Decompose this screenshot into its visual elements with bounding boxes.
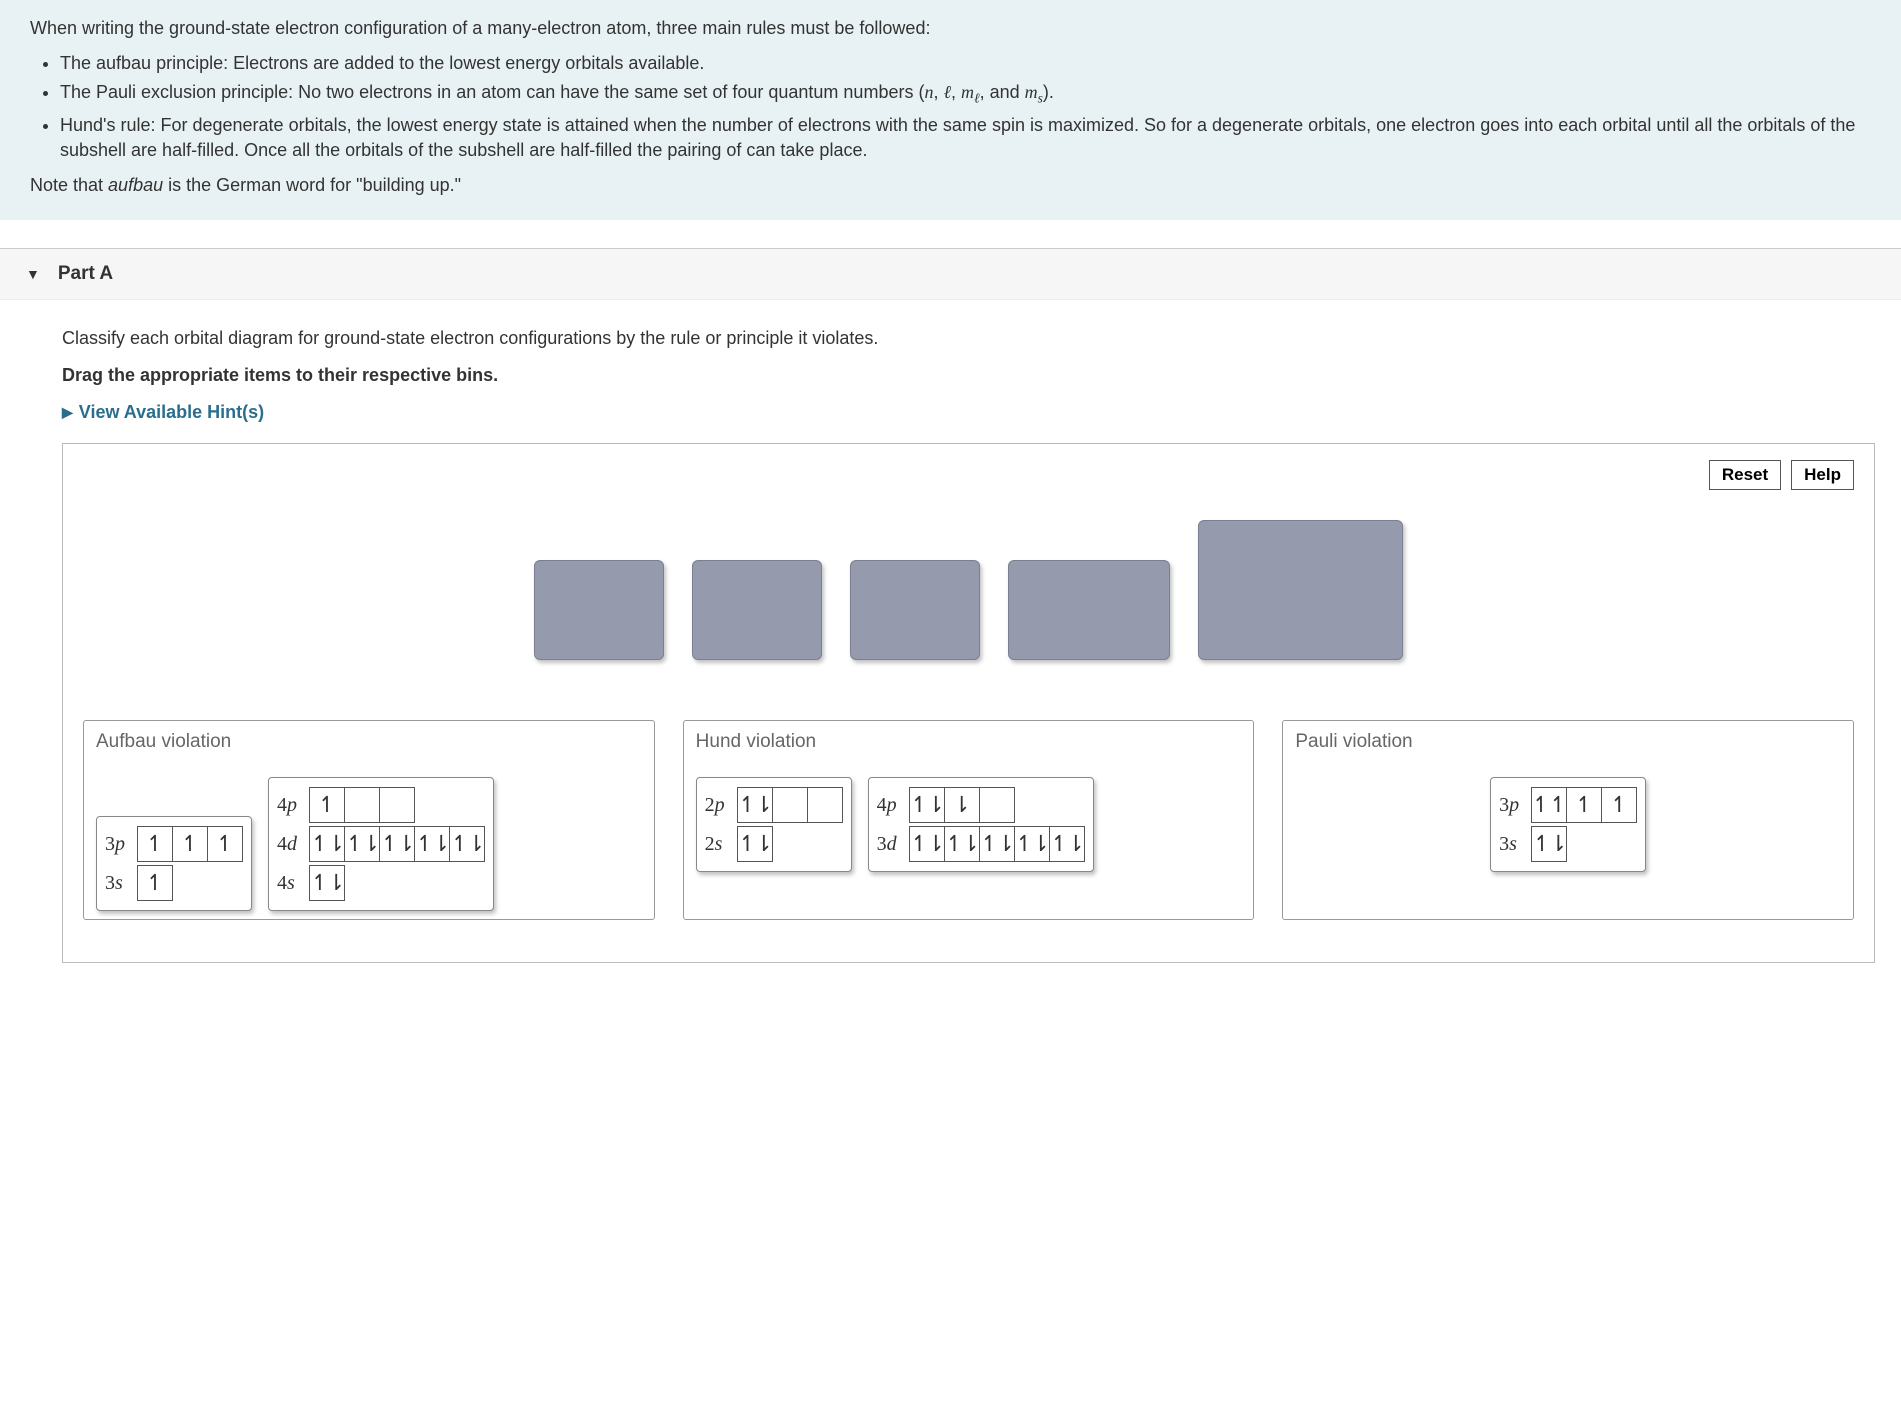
part-body: Classify each orbital diagram for ground… — [0, 300, 1901, 963]
orbital-diagram[interactable]: 3p3s — [96, 816, 252, 911]
rules-list: The aufbau principle: Electrons are adde… — [60, 51, 1871, 163]
reset-button[interactable]: Reset — [1709, 460, 1781, 490]
bin-title: Aufbau violation — [96, 731, 642, 753]
rule-pauli: The Pauli exclusion principle: No two el… — [60, 80, 1871, 108]
bin-title: Pauli violation — [1295, 731, 1841, 753]
bin-title: Hund violation — [696, 731, 1242, 753]
chevron-right-icon: ▶ — [62, 404, 73, 421]
intro-note: Note that aufbau is the German word for … — [30, 175, 1871, 196]
hints-label: View Available Hint(s) — [79, 402, 264, 423]
drag-items-pool — [83, 520, 1854, 660]
bin-pauli[interactable]: Pauli violation 3p3s — [1282, 720, 1854, 920]
hints-toggle[interactable]: ▶ View Available Hint(s) — [62, 402, 1875, 423]
part-a-header[interactable]: ▼ Part A — [0, 248, 1901, 300]
part-title: Part A — [58, 263, 113, 285]
drag-item[interactable] — [1008, 560, 1170, 660]
drag-item[interactable] — [850, 560, 980, 660]
drag-workspace: Reset Help Aufbau violation 3p3s 4p4d4s … — [62, 443, 1875, 963]
bins-row: Aufbau violation 3p3s 4p4d4s Hund violat… — [83, 720, 1854, 920]
rule-hund: Hund's rule: For degenerate orbitals, th… — [60, 113, 1871, 163]
drag-item[interactable] — [1198, 520, 1403, 660]
drag-item[interactable] — [692, 560, 822, 660]
collapse-icon: ▼ — [26, 266, 40, 282]
intro-box: When writing the ground-state electron c… — [0, 0, 1901, 220]
orbital-diagram[interactable]: 3p3s — [1490, 777, 1646, 872]
help-button[interactable]: Help — [1791, 460, 1854, 490]
orbital-diagram[interactable]: 4p3d — [868, 777, 1094, 872]
question-text: Classify each orbital diagram for ground… — [62, 328, 1875, 349]
orbital-diagram[interactable]: 2p2s — [696, 777, 852, 872]
bin-aufbau[interactable]: Aufbau violation 3p3s 4p4d4s — [83, 720, 655, 920]
rule-aufbau: The aufbau principle: Electrons are adde… — [60, 51, 1871, 76]
bin-hund[interactable]: Hund violation 2p2s 4p3d — [683, 720, 1255, 920]
orbital-diagram[interactable]: 4p4d4s — [268, 777, 494, 911]
drag-item[interactable] — [534, 560, 664, 660]
instruction-text: Drag the appropriate items to their resp… — [62, 365, 1875, 386]
intro-lead: When writing the ground-state electron c… — [30, 18, 1871, 39]
